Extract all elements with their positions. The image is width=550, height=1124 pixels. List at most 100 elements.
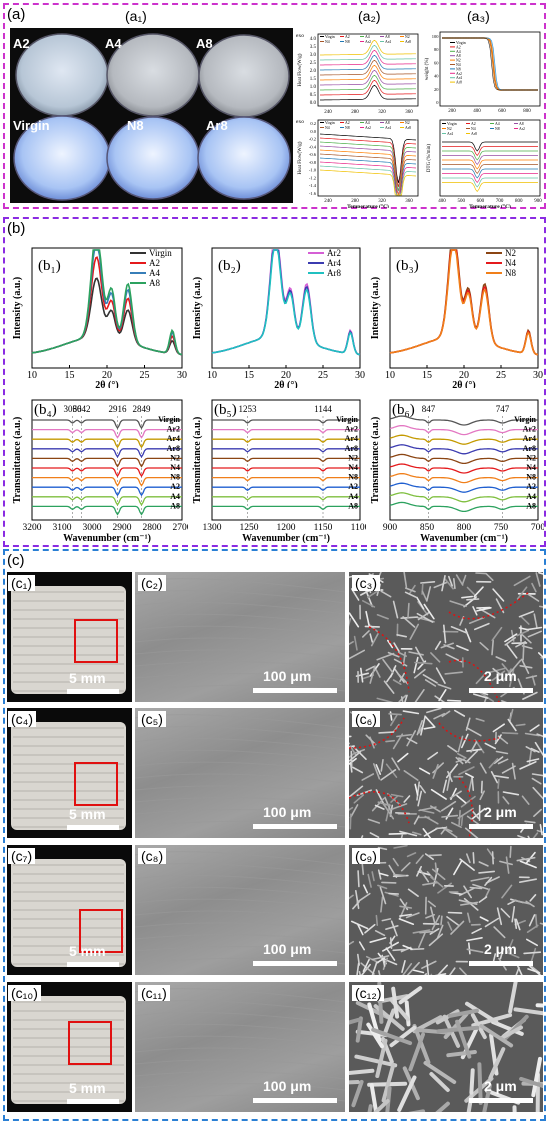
- dsc-legend-item: Virgin: [325, 35, 335, 39]
- ftir-curve: [212, 419, 360, 424]
- xrd-xtick: 25: [496, 370, 506, 381]
- xrd-xtick: 20: [459, 370, 469, 381]
- ftir-xtick: 3200: [23, 523, 42, 533]
- xrd-legend-item: Ar2: [327, 248, 341, 258]
- xrd-legend-item: N2: [505, 248, 516, 258]
- petri-dish-photo: A2 A4 A8 Virgin N8 Ar8: [10, 28, 293, 203]
- ftir-curve: [32, 486, 182, 497]
- dsc-bottom-ylabel: Heat Flow(W/g): [298, 141, 303, 174]
- ftir-legend-item: Ar4: [523, 434, 536, 443]
- xrd-xtick: 30: [177, 370, 187, 381]
- tga-top-ytick: 100: [432, 34, 440, 39]
- ftir-ylabel: Transmittance (a.u.): [12, 417, 23, 504]
- ftir-axes: [211, 399, 361, 521]
- ftir-legend-item: A8: [348, 501, 358, 510]
- dsc-legend-item: A4: [365, 35, 370, 39]
- sem-low-mag-scale-bar: [253, 1098, 337, 1103]
- xrd-curve: [31, 277, 183, 356]
- ftir-xtick: 3000: [83, 523, 102, 533]
- dsc-bottom-ytick: 0.0: [310, 129, 316, 134]
- tga-legend-item: Ar2: [456, 72, 462, 76]
- ftir-chart-b6: Transmittance (a.u.) 900 850 800 750 700 Waven…: [370, 399, 544, 544]
- ftir-peak-label: 3042: [73, 404, 91, 414]
- tga-legend-item: N4: [456, 63, 461, 67]
- tga-bottom-xtick: 400: [438, 199, 446, 204]
- sem-image-high-mag: [349, 572, 543, 702]
- dsc-top-curve: [320, 59, 416, 76]
- sem-image-low-mag: [135, 982, 345, 1112]
- petri-label-a2: A2: [13, 36, 30, 51]
- printed-sample-photo: [7, 708, 132, 838]
- ftir-legend-item: N8: [348, 473, 358, 482]
- sem-image-high-mag: [349, 845, 543, 975]
- dsc-top-curve: [320, 49, 416, 66]
- ftir-legend-item: N8: [526, 473, 536, 482]
- tga-legend-item: A2: [471, 122, 476, 126]
- dsc-bottom-xtick: 320: [378, 199, 386, 204]
- dsc-legend-item: Ar4: [385, 126, 391, 130]
- sem-image-high-mag: [349, 708, 543, 838]
- ftir-chart-b5: Transmittance (a.u.) 1300 1250 1200 1150 1100…: [192, 399, 366, 544]
- ftir-curve: [212, 505, 360, 511]
- zoom-region-box: [79, 909, 123, 953]
- tga-top-xtick: 600: [498, 109, 506, 114]
- ftir-sub-label: (b₆): [392, 402, 415, 418]
- sem-high-mag-sub-label: (c₆): [352, 711, 380, 727]
- xrd-xtick: 25: [140, 370, 150, 381]
- xrd-xtick: 25: [318, 370, 328, 381]
- printed-sample-photo: [7, 572, 132, 702]
- dsc-legend-item: A2: [345, 121, 350, 125]
- ftir-curve: [389, 501, 538, 513]
- xrd-xtick: 20: [102, 370, 112, 381]
- ftir-curve: [389, 492, 538, 503]
- tga-dtg-curve: [442, 155, 538, 166]
- dsc-top-ytick: 2.0: [310, 69, 317, 74]
- dsc-top-xtick: 280: [351, 110, 359, 115]
- ftir-curve: [32, 428, 182, 439]
- petri-label-virgin: Virgin: [13, 118, 50, 133]
- panel-a2-label: (a₂): [358, 8, 381, 24]
- tga-dtg-curve: [442, 168, 538, 179]
- dsc-top-xtick: 240: [324, 110, 332, 115]
- ftir-curve: [212, 496, 360, 501]
- ftir-legend-item: N2: [348, 453, 358, 462]
- sem-high-mag-scale-text: 2 μm: [484, 668, 517, 684]
- dsc-top-xtick: 360: [405, 110, 413, 115]
- panel-a3-label: (a₃): [467, 8, 490, 24]
- tga-dtg-curve: [442, 146, 538, 157]
- panel-b-frame: [3, 217, 546, 547]
- dsc-legend-item: A8: [385, 121, 390, 125]
- panel-c-frame: [3, 549, 546, 1121]
- photo-scale-text: 5 mm: [69, 1080, 106, 1096]
- xrd-xtick: 15: [244, 370, 254, 381]
- dsc-legend-item: A2: [345, 35, 350, 39]
- petri-dish-graphic: [13, 33, 291, 201]
- dsc-top-ytick: 1.0: [310, 85, 317, 90]
- tga-dtg-curve: [442, 177, 538, 188]
- xrd-chart-b3: Intensity (a.u.) 10 15 20 25 30 2θ (°) (b₃) N2N4…: [370, 247, 543, 388]
- tga-bottom-xtick: 500: [457, 199, 465, 204]
- xrd-sub-label: (b₂): [218, 258, 241, 274]
- photo-scale-bar: [67, 689, 119, 694]
- photo-scale-text: 5 mm: [69, 943, 106, 959]
- photo-sub-label: (c₁₀): [8, 985, 41, 1001]
- ftir-xtick: 850: [420, 523, 435, 533]
- ftir-xtick: 3100: [53, 523, 72, 533]
- ftir-curve: [389, 415, 538, 426]
- dsc-bottom-xtick: 240: [324, 199, 332, 204]
- dsc-top-ytick: 1.5: [310, 77, 317, 82]
- tga-legend-item: N2: [456, 59, 461, 63]
- ftir-xlabel: Wavenumber (cm⁻¹): [420, 533, 508, 544]
- ftir-legend-item: N8: [170, 473, 180, 482]
- dsc-top-ytick: 0.5: [310, 93, 317, 98]
- petri-label-n8: N8: [127, 118, 144, 133]
- dsc-top-curve: [320, 69, 416, 86]
- tga-legend-item: A8: [519, 122, 524, 126]
- tga-dtg-curve: [442, 182, 538, 193]
- xrd-legend-item: Virgin: [149, 248, 172, 258]
- tga-legend-item: Virgin: [447, 122, 457, 126]
- ftir-legend-item: A4: [170, 492, 180, 501]
- tga-weight-curve: [442, 37, 538, 91]
- photo-sub-label: (c₇): [8, 848, 36, 864]
